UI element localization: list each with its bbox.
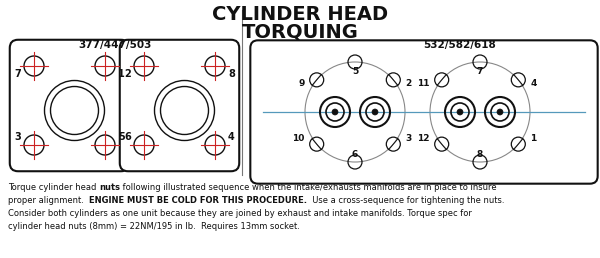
Text: 8: 8: [477, 150, 483, 159]
Text: CYLINDER HEAD: CYLINDER HEAD: [212, 5, 388, 24]
FancyBboxPatch shape: [10, 40, 129, 171]
Text: 4: 4: [530, 79, 536, 88]
Text: 2: 2: [124, 69, 131, 79]
Text: proper alignment.: proper alignment.: [8, 196, 89, 205]
Text: 7: 7: [14, 69, 21, 79]
Text: 3: 3: [14, 132, 21, 142]
Text: 3: 3: [406, 134, 412, 143]
Circle shape: [372, 109, 378, 115]
Text: 6: 6: [352, 150, 358, 159]
Text: 12: 12: [417, 134, 430, 143]
Text: nuts: nuts: [99, 183, 120, 192]
Text: 6: 6: [124, 132, 131, 142]
Circle shape: [497, 109, 503, 115]
Text: 1: 1: [118, 69, 125, 79]
Text: 2: 2: [406, 79, 412, 88]
Circle shape: [332, 109, 338, 115]
Text: 532/582/618: 532/582/618: [424, 40, 496, 50]
Text: Torque cylinder head: Torque cylinder head: [8, 183, 99, 192]
Text: 4: 4: [228, 132, 235, 142]
Text: Consider both cylinders as one unit because they are joined by exhaust and intak: Consider both cylinders as one unit beca…: [8, 209, 472, 218]
Text: ENGINE MUST BE COLD FOR THIS PROCEDURE.: ENGINE MUST BE COLD FOR THIS PROCEDURE.: [89, 196, 307, 205]
Text: following illustrated sequence when the intake/exhausts manifolds are in place t: following illustrated sequence when the …: [120, 183, 497, 192]
FancyBboxPatch shape: [120, 40, 239, 171]
Text: 8: 8: [228, 69, 235, 79]
Text: 377/447/503: 377/447/503: [79, 40, 152, 50]
Text: 11: 11: [417, 79, 430, 88]
FancyBboxPatch shape: [250, 40, 598, 184]
Text: 10: 10: [292, 134, 305, 143]
Text: cylinder head nuts (8mm) = 22NM/195 in lb.  Requires 13mm socket.: cylinder head nuts (8mm) = 22NM/195 in l…: [8, 222, 300, 231]
Text: TORQUING: TORQUING: [242, 22, 358, 41]
Text: 5: 5: [352, 67, 358, 76]
Text: 1: 1: [530, 134, 536, 143]
Text: 7: 7: [477, 67, 483, 76]
Text: Use a cross-sequence for tightening the nuts.: Use a cross-sequence for tightening the …: [307, 196, 505, 205]
Text: 5: 5: [118, 132, 125, 142]
Text: 9: 9: [298, 79, 305, 88]
Circle shape: [457, 109, 463, 115]
